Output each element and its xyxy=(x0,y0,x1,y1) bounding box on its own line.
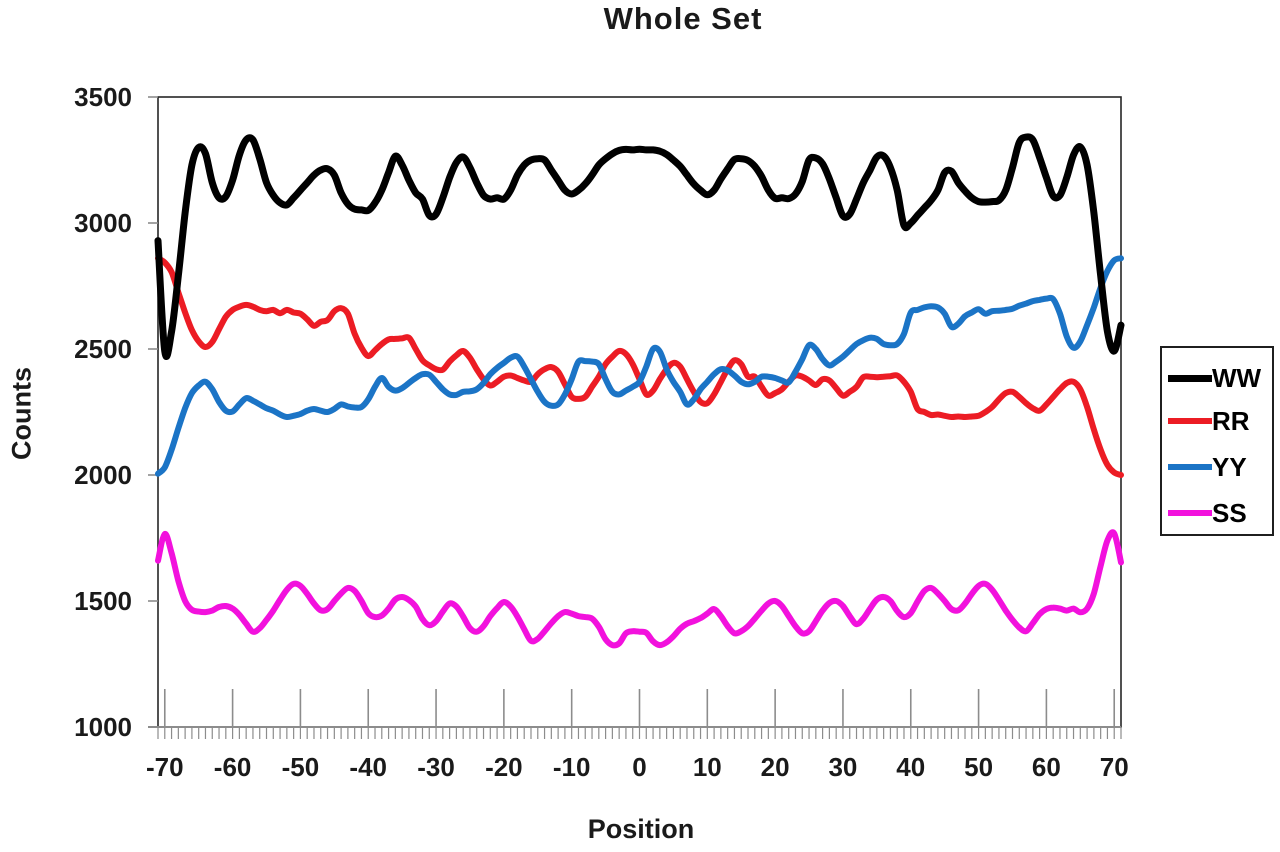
legend-item-ss: SS xyxy=(1168,496,1247,530)
x-axis-title: Position xyxy=(587,814,695,844)
legend-line-swatch-yy xyxy=(1168,464,1212,470)
legend-label-yy: YY xyxy=(1212,452,1247,482)
x-tick-label: 30 xyxy=(828,752,858,782)
legend-item-yy: YY xyxy=(1168,450,1247,484)
x-tick-label: -50 xyxy=(281,752,320,782)
legend-item-rr: RR xyxy=(1168,404,1250,438)
y-tick-label: 3500 xyxy=(74,82,132,112)
x-tick-label: -30 xyxy=(417,752,455,782)
legend-label-rr: RR xyxy=(1212,406,1250,436)
legend-line-swatch-ss xyxy=(1168,510,1212,516)
x-tick-label: 20 xyxy=(760,752,790,782)
x-tick-label: 40 xyxy=(896,752,926,782)
legend-item-ww: WW xyxy=(1168,361,1261,395)
chart-title: Whole Set xyxy=(603,1,763,36)
series-line-rr xyxy=(155,255,1124,478)
legend-label-ss: SS xyxy=(1212,498,1247,528)
x-tick-label: -20 xyxy=(485,752,523,782)
x-tick-label: -10 xyxy=(552,752,591,782)
x-tick-label: 60 xyxy=(1031,752,1061,782)
y-tick-label: 1000 xyxy=(74,712,132,742)
x-tick-label: 10 xyxy=(692,752,722,782)
x-tick-label: 50 xyxy=(964,752,994,782)
x-tick-label: -40 xyxy=(349,752,387,782)
x-tick-label: 70 xyxy=(1099,752,1129,782)
x-tick-label: -60 xyxy=(213,752,252,782)
legend-line-swatch-rr xyxy=(1168,418,1212,424)
legend-label-ww: WW xyxy=(1212,363,1262,393)
y-tick-label: 2000 xyxy=(74,460,132,490)
x-tick-label: -70 xyxy=(145,752,184,782)
y-tick-label: 1500 xyxy=(74,586,132,616)
y-tick-label: 3000 xyxy=(74,208,132,238)
x-tick-label: 0 xyxy=(632,752,647,782)
series-line-ss xyxy=(155,529,1124,649)
series-line-ww xyxy=(154,133,1125,361)
legend-line-swatch-ww xyxy=(1168,374,1212,382)
y-tick-label: 2500 xyxy=(74,334,132,364)
series-line-yy xyxy=(155,255,1124,477)
y-axis-title: Counts xyxy=(6,367,37,460)
legend: WW RR YY SS xyxy=(1160,346,1274,536)
